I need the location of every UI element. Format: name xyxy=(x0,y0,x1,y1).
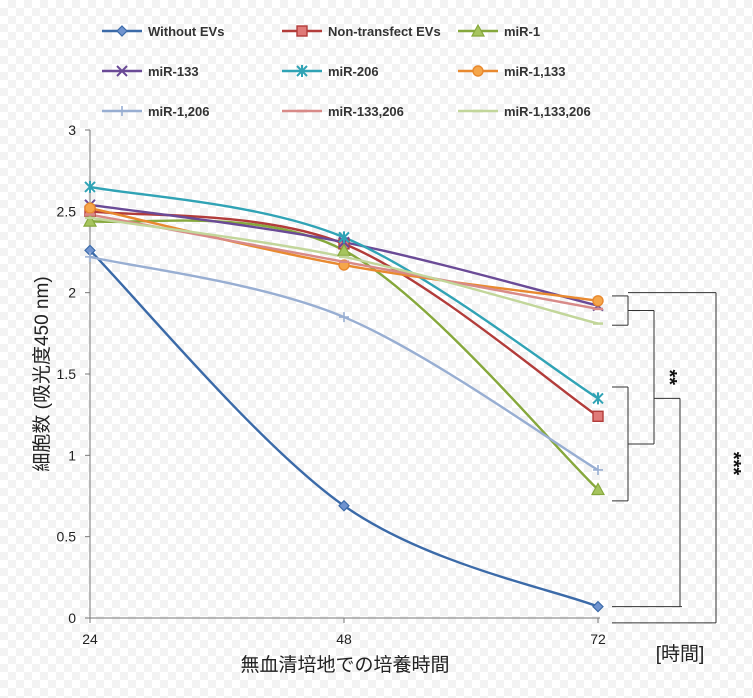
x-tick-label: 72 xyxy=(590,631,606,647)
legend-marker xyxy=(116,65,128,77)
y-axis-title: 細胞数 (吸光度450 nm) xyxy=(31,276,53,471)
y-tick-label: 2.5 xyxy=(57,203,77,219)
x-tick-label: 48 xyxy=(336,631,352,647)
data-point xyxy=(593,464,603,475)
legend-marker xyxy=(296,25,308,37)
axes xyxy=(89,130,600,619)
data-point xyxy=(592,295,604,307)
x-axis-title: 無血清培地での培養時間 xyxy=(240,654,449,676)
data-point xyxy=(592,392,604,405)
series-markers xyxy=(82,180,606,613)
data-point xyxy=(592,410,604,422)
y-tick-label: 1.5 xyxy=(57,366,77,382)
legend-marker xyxy=(117,106,127,116)
legend-label: Without EVs xyxy=(148,24,224,39)
legend-label: miR-206 xyxy=(328,64,379,79)
data-point xyxy=(338,499,350,512)
significance-brackets: ***** xyxy=(612,292,744,624)
series-line-mir-1-206 xyxy=(89,255,599,472)
legend-label: miR-133 xyxy=(148,64,199,79)
x-unit-label: [時間] xyxy=(656,643,705,665)
data-point xyxy=(85,251,95,262)
legend-label: miR-1,133 xyxy=(504,64,565,79)
x-ticks: 24 48 72 xyxy=(82,618,606,647)
x-tick-label: 24 xyxy=(82,631,98,647)
legend-label: miR-1,206 xyxy=(148,104,209,119)
series-line-mir-206 xyxy=(89,185,599,400)
data-point xyxy=(82,213,98,227)
data-point xyxy=(590,482,606,496)
data-point xyxy=(84,180,96,193)
y-tick-label: 3 xyxy=(68,122,76,138)
y-tick-label: 0.5 xyxy=(57,529,77,545)
significance-label: *** xyxy=(722,452,744,476)
legend-marker xyxy=(296,65,308,77)
legend-marker xyxy=(472,65,484,77)
data-point xyxy=(339,312,349,323)
data-point xyxy=(592,600,604,613)
data-point xyxy=(84,202,96,214)
data-point xyxy=(336,243,352,256)
y-tick-label: 2 xyxy=(68,285,76,301)
legend: Without EVs Non-transfect EVs miR-1 miR-133… xyxy=(102,23,591,119)
significance-label: ** xyxy=(658,369,680,385)
legend-marker xyxy=(470,23,486,37)
legend-label: miR-1 xyxy=(504,24,540,39)
y-tick-label: 0 xyxy=(68,610,76,626)
legend-marker xyxy=(116,25,128,37)
y-tick-label: 1 xyxy=(68,447,76,463)
legend-label: miR-133,206 xyxy=(328,104,404,119)
series-line-without-evs xyxy=(89,249,599,608)
y-ticks: 0 0.5 1 1.5 2 2.5 3 xyxy=(57,122,90,626)
legend-label: Non-transfect EVs xyxy=(328,24,441,39)
legend-label: miR-1,133,206 xyxy=(504,104,591,119)
data-point xyxy=(338,231,350,244)
